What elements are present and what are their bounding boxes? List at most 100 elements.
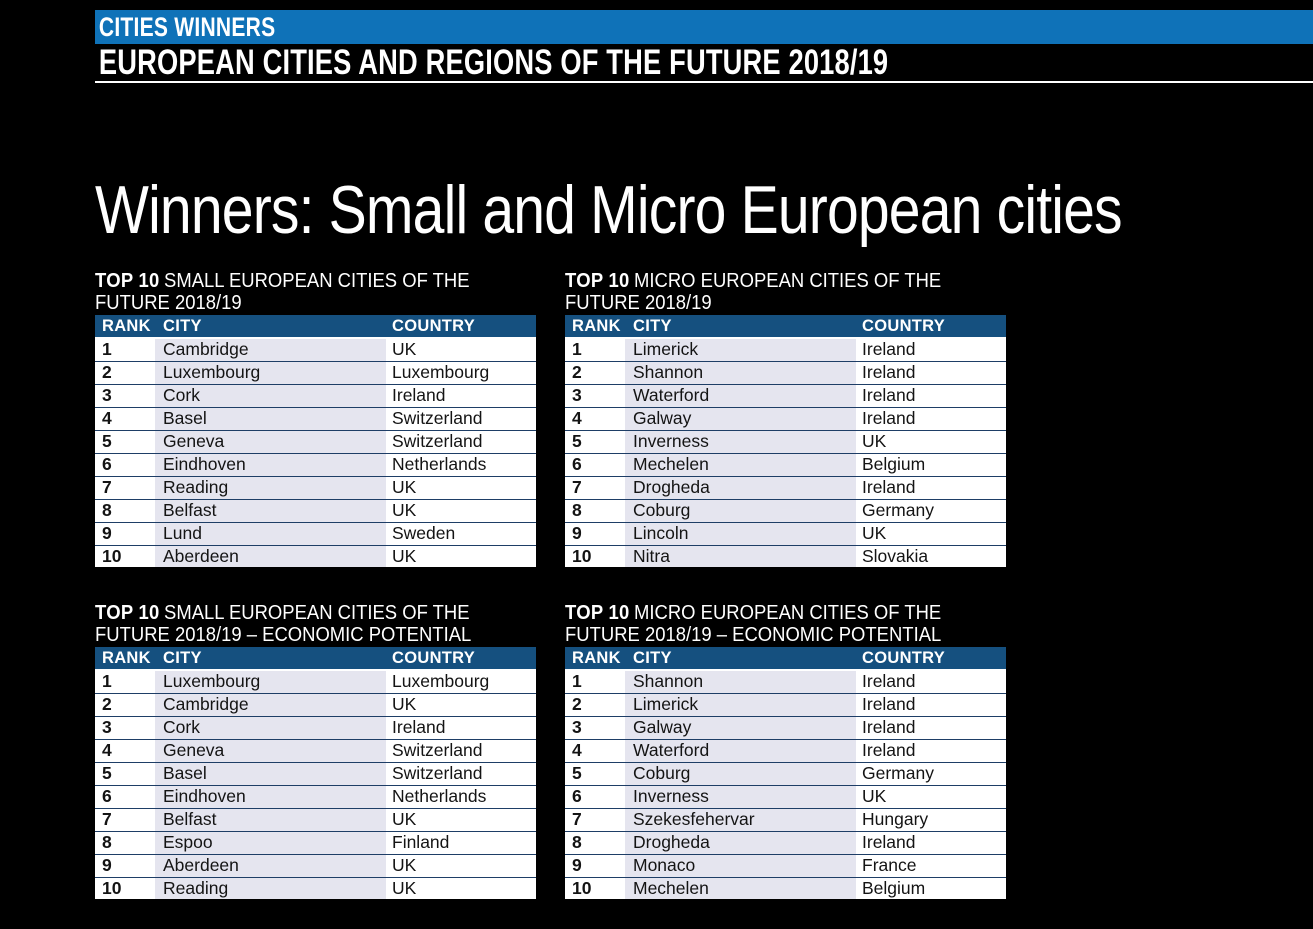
city-cell: Luxembourg: [155, 361, 386, 384]
rank-cell: 8: [95, 831, 155, 854]
table-row: 5 Geneva Switzerland: [95, 430, 536, 453]
table-row: 3 Cork Ireland: [95, 384, 536, 407]
small-cities-economic-potential-table: RANK CITY COUNTRY 1 Luxembourg Luxembourg 2…: [95, 647, 536, 901]
city-cell: Basel: [155, 407, 386, 430]
table-row: 6 Eindhoven Netherlands: [95, 453, 536, 476]
rank-cell: 5: [95, 430, 155, 453]
table-row: 2 Shannon Ireland: [565, 361, 1006, 384]
table-block-small-cities: TOP 10 SMALL EUROPEAN CITIES OF THE FUTUR…: [95, 270, 536, 569]
rank-cell: 4: [565, 407, 625, 430]
table-row: 4 Geneva Switzerland: [95, 739, 536, 762]
city-cell: Cambridge: [155, 338, 386, 361]
city-cell: Espoo: [155, 831, 386, 854]
table-block-micro-cities: TOP 10 MICRO EUROPEAN CITIES OF THE FUTUR…: [565, 270, 1006, 569]
table-row: 8 Coburg Germany: [565, 499, 1006, 522]
city-cell: Eindhoven: [155, 785, 386, 808]
table-row: 4 Galway Ireland: [565, 407, 1006, 430]
city-column-header: CITY: [155, 315, 386, 338]
country-cell: Netherlands: [386, 453, 536, 476]
kicker-bar: CITIES WINNERS: [95, 10, 1313, 44]
table-title: TOP 10 SMALL EUROPEAN CITIES OF THE FUTUR…: [95, 602, 536, 645]
country-cell: Germany: [856, 762, 1006, 785]
table-row: 6 Mechelen Belgium: [565, 453, 1006, 476]
country-cell: Germany: [856, 499, 1006, 522]
city-cell: Galway: [625, 407, 856, 430]
city-cell: Geneva: [155, 430, 386, 453]
country-column-header: COUNTRY: [856, 647, 1006, 670]
country-cell: UK: [856, 430, 1006, 453]
city-cell: Basel: [155, 762, 386, 785]
table-row: 1 Luxembourg Luxembourg: [95, 670, 536, 693]
header-rule: [95, 81, 1313, 83]
country-cell: UK: [386, 476, 536, 499]
country-cell: France: [856, 854, 1006, 877]
table-row: 1 Cambridge UK: [95, 338, 536, 361]
city-cell: Belfast: [155, 808, 386, 831]
city-cell: Limerick: [625, 693, 856, 716]
country-cell: Ireland: [386, 384, 536, 407]
rank-column-header: RANK: [565, 647, 625, 670]
rank-cell: 1: [565, 670, 625, 693]
table-row: 6 Eindhoven Netherlands: [95, 785, 536, 808]
rank-cell: 5: [95, 762, 155, 785]
table-title-rest: MICRO EUROPEAN CITIES OF THE FUTURE 2018…: [565, 601, 942, 646]
city-cell: Mechelen: [625, 877, 856, 900]
country-cell: Belgium: [856, 453, 1006, 476]
country-cell: Switzerland: [386, 407, 536, 430]
country-cell: Luxembourg: [386, 670, 536, 693]
rank-cell: 2: [95, 693, 155, 716]
table-row: 7 Belfast UK: [95, 808, 536, 831]
city-cell: Cork: [155, 716, 386, 739]
city-cell: Galway: [625, 716, 856, 739]
country-cell: UK: [386, 499, 536, 522]
city-cell: Luxembourg: [155, 670, 386, 693]
country-cell: Finland: [386, 831, 536, 854]
table-row: 10 Reading UK: [95, 877, 536, 900]
table-header-row: RANK CITY COUNTRY: [95, 647, 536, 670]
table-title-rest: SMALL EUROPEAN CITIES OF THE FUTURE 2018…: [95, 269, 470, 314]
rank-cell: 2: [565, 361, 625, 384]
country-cell: UK: [386, 545, 536, 568]
city-cell: Shannon: [625, 361, 856, 384]
rank-cell: 2: [95, 361, 155, 384]
city-column-header: CITY: [625, 315, 856, 338]
table-row: 1 Shannon Ireland: [565, 670, 1006, 693]
table-row: 2 Luxembourg Luxembourg: [95, 361, 536, 384]
rank-cell: 10: [95, 545, 155, 568]
country-cell: Switzerland: [386, 762, 536, 785]
table-title: TOP 10 SMALL EUROPEAN CITIES OF THE FUTUR…: [95, 270, 536, 313]
country-cell: Netherlands: [386, 785, 536, 808]
country-cell: Ireland: [856, 476, 1006, 499]
table-row: 8 Espoo Finland: [95, 831, 536, 854]
table-title-rest: MICRO EUROPEAN CITIES OF THE FUTURE 2018…: [565, 269, 942, 314]
city-cell: Aberdeen: [155, 545, 386, 568]
country-cell: Belgium: [856, 877, 1006, 900]
rank-cell: 9: [95, 522, 155, 545]
country-cell: Ireland: [856, 670, 1006, 693]
rank-cell: 7: [565, 808, 625, 831]
rank-cell: 4: [95, 407, 155, 430]
table-title-top10: TOP 10: [95, 601, 160, 624]
country-cell: Ireland: [386, 716, 536, 739]
city-cell: Cambridge: [155, 693, 386, 716]
table-row: 9 Lund Sweden: [95, 522, 536, 545]
city-cell: Cork: [155, 384, 386, 407]
rank-cell: 3: [565, 384, 625, 407]
city-cell: Nitra: [625, 545, 856, 568]
country-cell: Ireland: [856, 338, 1006, 361]
table-title-top10: TOP 10: [565, 601, 630, 624]
table-row: 9 Lincoln UK: [565, 522, 1006, 545]
country-column-header: COUNTRY: [386, 315, 536, 338]
table-row: 5 Basel Switzerland: [95, 762, 536, 785]
table-row: 4 Basel Switzerland: [95, 407, 536, 430]
rank-cell: 10: [565, 877, 625, 900]
table-row: 4 Waterford Ireland: [565, 739, 1006, 762]
table-row: 10 Aberdeen UK: [95, 545, 536, 568]
table-row: 3 Waterford Ireland: [565, 384, 1006, 407]
table-title-top10: TOP 10: [95, 269, 160, 292]
rank-cell: 2: [565, 693, 625, 716]
table-row: 8 Belfast UK: [95, 499, 536, 522]
rank-cell: 8: [565, 831, 625, 854]
rank-cell: 6: [95, 453, 155, 476]
